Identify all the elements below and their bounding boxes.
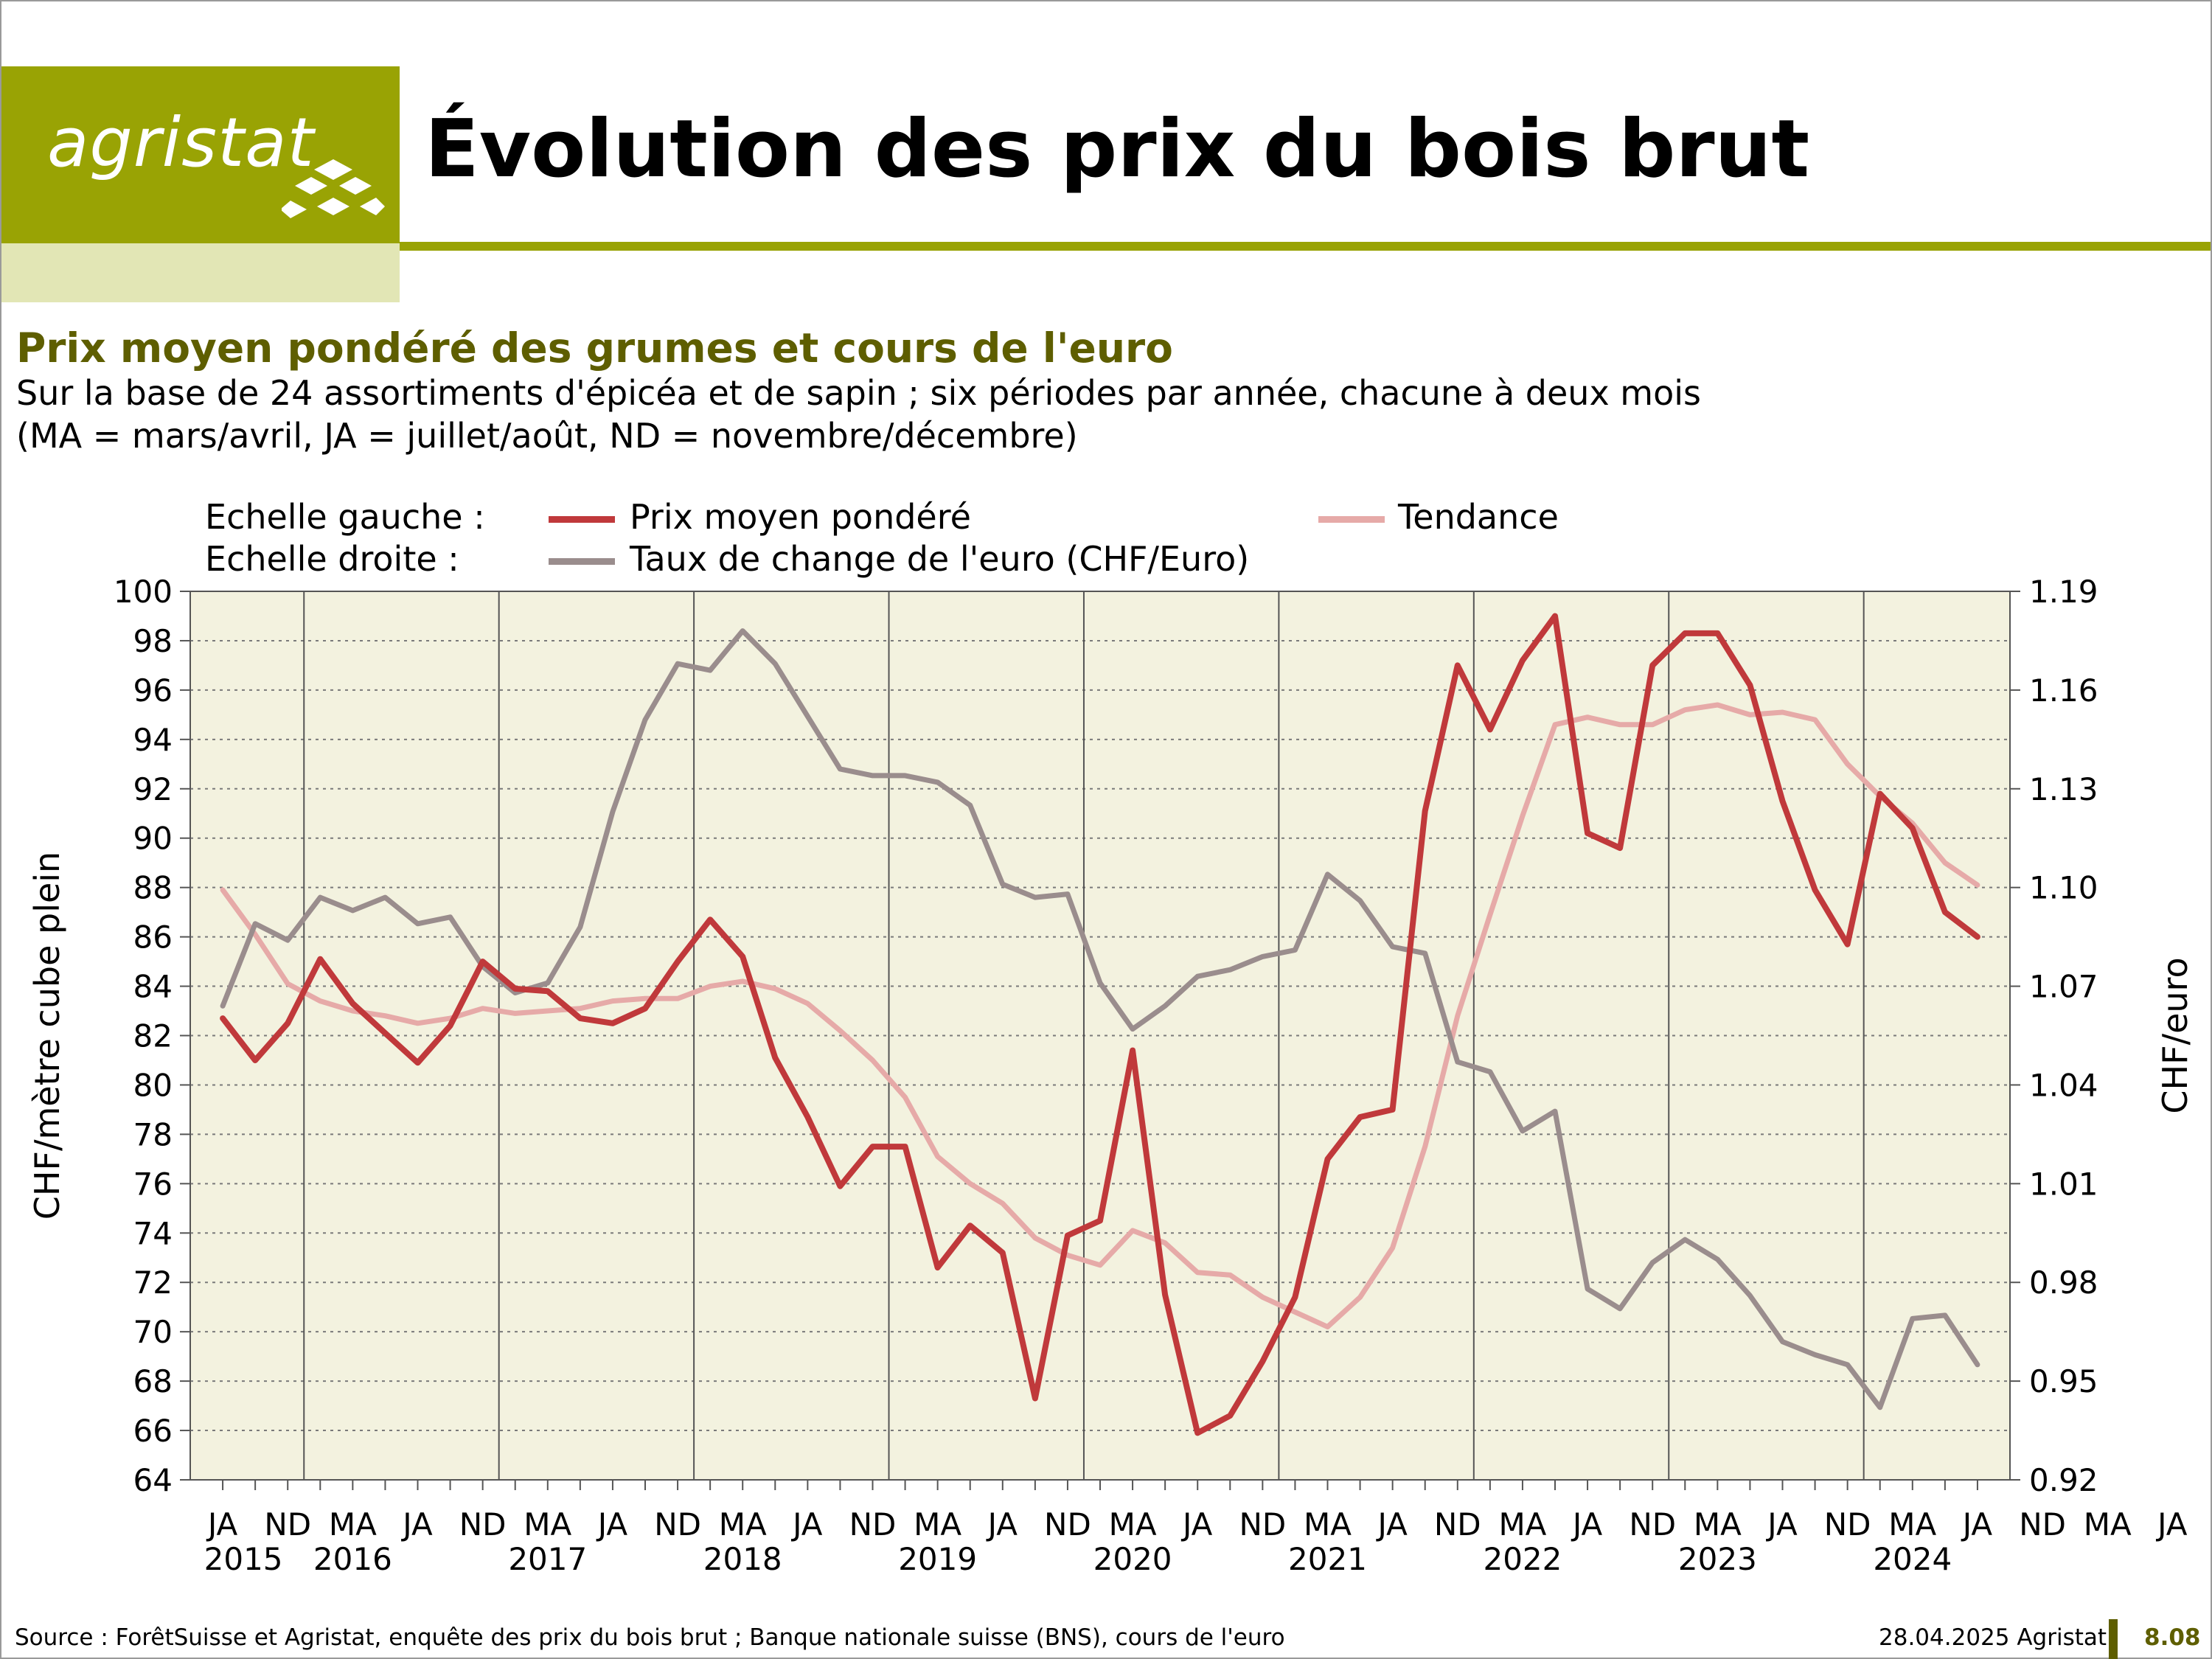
x-tick-label: MA (1694, 1506, 1742, 1543)
y-right-tick-label: 0.98 (2029, 1265, 2098, 1301)
y-right-tick-label: 0.95 (2029, 1363, 2098, 1399)
x-tick-label: ND (1044, 1506, 1091, 1543)
y-left-tick-label: 90 (133, 821, 173, 857)
y-left-tick-label: 86 (133, 919, 173, 956)
y-axis-title-left: CHF/mètre cube plein (27, 852, 67, 1220)
y-right-tick-label: 1.04 (2029, 1067, 2098, 1103)
x-tick-label: MA (719, 1506, 767, 1543)
x-year-label: 2018 (703, 1541, 782, 1577)
y-right-tick-label: 1.16 (2029, 672, 2098, 709)
y-left-tick-label: 98 (133, 623, 173, 659)
plot-border (189, 591, 2011, 1481)
logo-shadow (1, 243, 400, 302)
x-tick-label: ND (849, 1506, 897, 1543)
logo-text: agristat (47, 103, 315, 182)
y-axis-title-right: CHF/euro (2155, 957, 2195, 1113)
y-left-tick-label: 70 (133, 1314, 173, 1350)
footer-page-number: 8.08 (2144, 1624, 2201, 1651)
series-euro-line (220, 628, 1980, 1411)
x-tick-label: JA (1571, 1506, 1603, 1543)
x-tick-label: ND (264, 1506, 311, 1543)
footer-date: 28.04.2025 Agristat (1879, 1624, 2107, 1651)
y-left-tick-label: 80 (133, 1067, 173, 1103)
y-right-tick-label: 1.07 (2029, 969, 2098, 1005)
legend-price-label: Prix moyen pondéré (630, 497, 971, 537)
y-left-tick-label: 82 (133, 1018, 173, 1054)
x-tick-label: JA (1375, 1506, 1408, 1543)
x-tick-label: JA (2155, 1506, 2188, 1543)
x-tick-label: MA (1888, 1506, 1936, 1543)
x-tick-label: MA (329, 1506, 377, 1543)
legend-left-scale-label: Echelle gauche : (205, 497, 485, 537)
y-right-tick-label: 1.19 (2029, 574, 2098, 610)
y-left-tick-label: 64 (133, 1462, 173, 1498)
y-left-tick-label: 72 (133, 1265, 173, 1301)
x-tick-label: MA (914, 1506, 961, 1543)
y-left-tick-label: 76 (133, 1166, 173, 1202)
x-tick-label: JA (400, 1506, 433, 1543)
x-tick-label: JA (1961, 1506, 1993, 1543)
x-tick-label: MA (2084, 1506, 2132, 1543)
x-tick-label: ND (654, 1506, 701, 1543)
legend-euro-swatch (549, 558, 615, 565)
y-left-tick-label: 100 (114, 574, 173, 610)
x-year-label: 2022 (1483, 1541, 1562, 1577)
x-tick-label: JA (790, 1506, 823, 1543)
x-tick-label: ND (2019, 1506, 2066, 1543)
legend-price-swatch (549, 516, 615, 523)
y-left-tick-label: 96 (133, 672, 173, 709)
y-left-tick-label: 68 (133, 1363, 173, 1399)
y-right-tick-label: 1.10 (2029, 870, 2098, 906)
y-right-tick-label: 1.13 (2029, 771, 2098, 807)
x-year-label: 2015 (204, 1541, 283, 1577)
chart-subtitle: Prix moyen pondéré des grumes et cours d… (16, 324, 1173, 372)
y-left-tick-label: 78 (133, 1116, 173, 1152)
y-left-tick-label: 92 (133, 771, 173, 807)
x-tick-label: MA (524, 1506, 571, 1543)
x-tick-label: JA (986, 1506, 1018, 1543)
description-line-2: (MA = mars/avril, JA = juillet/août, ND … (16, 416, 1078, 456)
x-year-label: 2016 (313, 1541, 392, 1577)
y-right-tick-label: 1.01 (2029, 1166, 2098, 1202)
y-left-tick-label: 74 (133, 1215, 173, 1251)
x-tick-label: ND (1824, 1506, 1871, 1543)
x-tick-label: ND (1629, 1506, 1676, 1543)
x-tick-label: JA (206, 1506, 238, 1543)
x-tick-label: JA (1765, 1506, 1798, 1543)
legend-euro-label: Taux de change de l'euro (CHF/Euro) (630, 539, 1250, 579)
y-left-tick-label: 88 (133, 870, 173, 906)
legend-right-scale-label: Echelle droite : (205, 539, 459, 579)
x-tick-label: ND (459, 1506, 507, 1543)
x-year-label: 2024 (1873, 1541, 1952, 1577)
y-right-tick-label: 0.92 (2029, 1462, 2098, 1498)
y-left-tick-label: 66 (133, 1413, 173, 1449)
x-tick-label: MA (1498, 1506, 1546, 1543)
y-left-tick-label: 94 (133, 722, 173, 758)
x-year-label: 2019 (898, 1541, 977, 1577)
y-left-tick-label: 84 (133, 969, 173, 1005)
header-rule (400, 242, 2211, 251)
series-trend-line (220, 702, 1980, 1329)
x-tick-label: JA (1180, 1506, 1213, 1543)
logo-diamond-icon (282, 159, 385, 218)
x-year-label: 2021 (1288, 1541, 1367, 1577)
x-tick-label: ND (1434, 1506, 1481, 1543)
description-line-1: Sur la base de 24 assortiments d'épicéa … (16, 373, 1701, 413)
footer-divider (2109, 1619, 2118, 1659)
x-year-label: 2017 (508, 1541, 587, 1577)
legend-trend-swatch (1318, 516, 1385, 523)
x-year-label: 2023 (1678, 1541, 1757, 1577)
x-tick-label: JA (596, 1506, 628, 1543)
legend-trend-label: Tendance (1398, 497, 1559, 537)
x-year-label: 2020 (1093, 1541, 1172, 1577)
footer-source: Source : ForêtSuisse et Agristat, enquêt… (15, 1624, 1285, 1651)
series-price-line (220, 613, 1980, 1436)
page-title: Évolution des prix du bois brut (425, 103, 1810, 195)
x-tick-label: MA (1109, 1506, 1157, 1543)
x-tick-label: ND (1239, 1506, 1286, 1543)
x-tick-label: MA (1304, 1506, 1352, 1543)
